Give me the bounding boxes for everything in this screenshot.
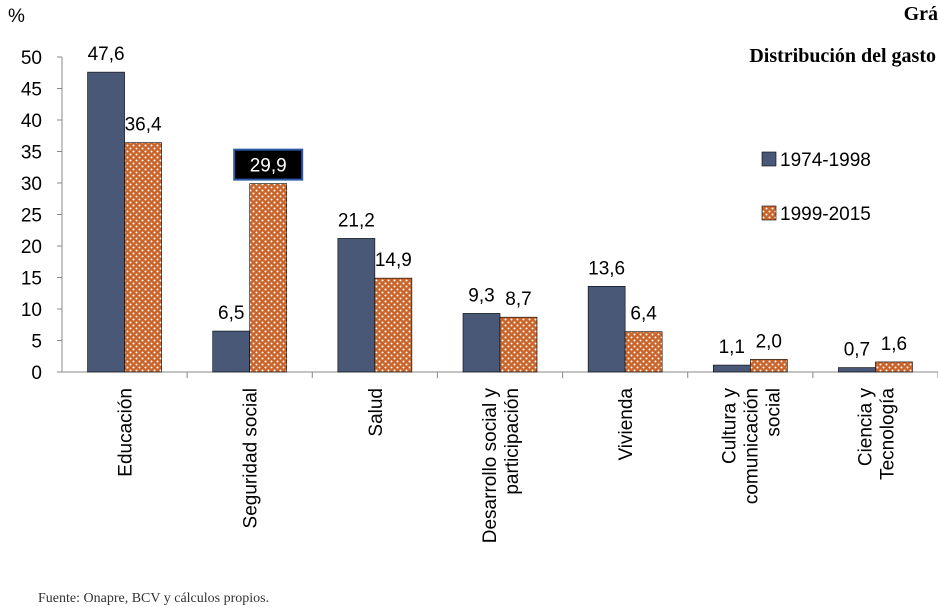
y-tick-label: 15 xyxy=(21,269,42,290)
legend-label: 1974-1998 xyxy=(780,150,871,171)
value-label: 29,9 xyxy=(250,156,287,177)
chart-title: Grá xyxy=(904,3,938,25)
value-label: 6,4 xyxy=(630,304,657,325)
x-tick-label: Educación xyxy=(116,388,137,477)
x-tick-label: Ciencia yTecnología xyxy=(855,388,898,480)
bar xyxy=(249,183,288,373)
y-tick-label: 10 xyxy=(21,300,42,321)
y-tick-label: 20 xyxy=(21,237,42,258)
value-label: 36,4 xyxy=(125,115,162,136)
value-label: 1,6 xyxy=(881,334,907,355)
bar xyxy=(124,142,162,373)
bar xyxy=(749,359,788,373)
value-label: 21,2 xyxy=(338,210,375,231)
value-label: 8,7 xyxy=(505,289,531,310)
legend-label: 1999-2015 xyxy=(780,204,871,225)
x-tick-label: Seguridad social xyxy=(241,388,262,528)
y-tick-label: 30 xyxy=(21,174,42,195)
bar xyxy=(212,330,251,373)
value-label: 2,0 xyxy=(756,331,782,352)
bar xyxy=(838,367,876,373)
value-label: 1,1 xyxy=(719,337,745,358)
value-label: 9,3 xyxy=(468,285,494,306)
x-tick-label: Desarrollo social yparticipación xyxy=(480,388,523,544)
y-tick-label: 0 xyxy=(31,363,42,384)
bar xyxy=(587,286,626,373)
y-tick-label: 5 xyxy=(31,332,42,353)
y-tick-label: 25 xyxy=(21,206,42,227)
bar xyxy=(337,238,376,373)
chart-subtitle: Distribución del gasto xyxy=(749,45,936,67)
bar xyxy=(624,331,663,373)
value-label: 6,5 xyxy=(218,303,244,324)
y-tick-label: 45 xyxy=(21,80,42,101)
value-label: 13,6 xyxy=(588,258,625,279)
y-tick-label: 40 xyxy=(21,111,42,132)
value-label: 14,9 xyxy=(375,250,412,271)
legend-swatch xyxy=(761,151,777,167)
value-label: 47,6 xyxy=(88,44,125,65)
bar xyxy=(87,71,125,373)
source-note: Fuente: Onapre, BCV y cálculos propios. xyxy=(38,591,269,606)
bar xyxy=(875,361,913,373)
bar xyxy=(499,316,538,373)
x-tick-label: Cultura ycomunicaciónsocial xyxy=(719,388,784,505)
y-axis-label: % xyxy=(8,6,25,27)
y-tick-label: 50 xyxy=(21,48,42,69)
bar xyxy=(462,313,501,373)
legend-swatch xyxy=(761,205,777,221)
bar xyxy=(374,277,413,373)
x-tick-label: Salud xyxy=(366,388,387,437)
value-label: 0,7 xyxy=(844,340,870,361)
value-label-box xyxy=(233,148,304,181)
y-tick-label: 35 xyxy=(21,143,42,164)
x-tick-label: Vivienda xyxy=(616,388,637,461)
bar xyxy=(712,364,751,373)
